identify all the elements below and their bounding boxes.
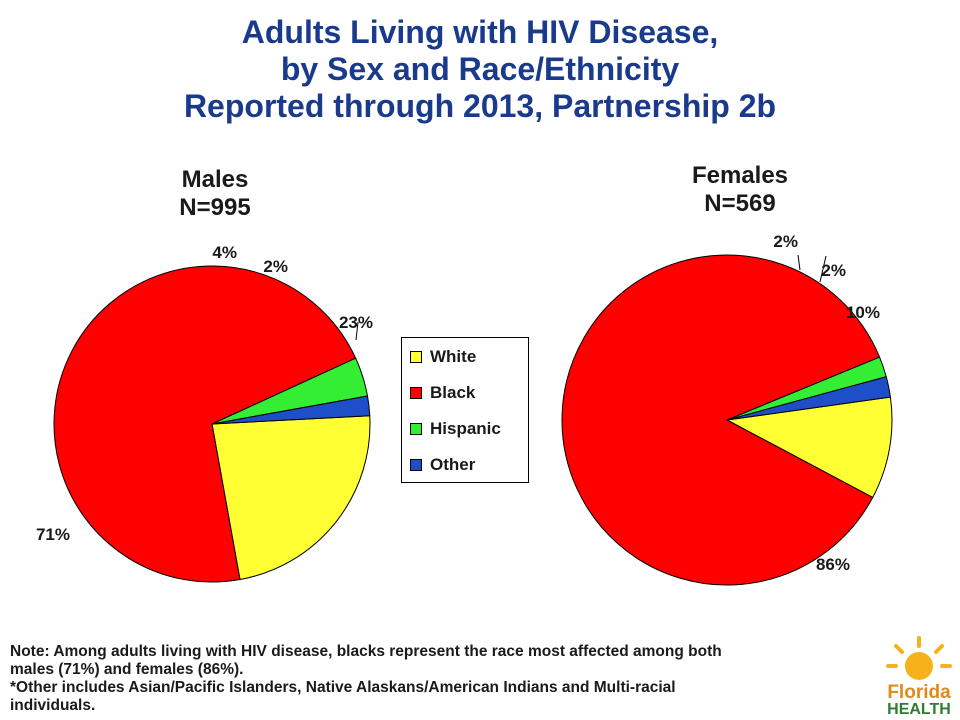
logo-word-health: HEALTH [887,701,951,716]
footnote: Note: Among adults living with HIV disea… [10,643,880,715]
legend-item-white: White [410,346,476,368]
pie-slice-black [53,265,357,583]
legend-label-hispanic: Hispanic [430,419,501,438]
data-label-other: 2% [263,257,288,276]
females-count: N=569 [704,190,776,217]
legend-swatch-black [410,387,422,399]
males-pie: 23% 71% 4% 2% [36,243,373,583]
pie-slice-other [211,395,371,425]
note-line-3: *Other includes Asian/Pacific Islanders,… [10,679,676,696]
leader-line-white [355,321,359,341]
pie-slice-black [561,254,881,586]
sun-icon [886,636,952,680]
title-line-3: Reported through 2013, Partnership 2b [183,88,777,124]
data-label-black: 71% [36,525,70,544]
pie-slice-other [726,376,891,421]
legend-item-other: Other [410,454,475,476]
leader-line-other [819,255,827,283]
females-pie: 10% 86% 2% 2% [561,232,893,586]
pie-slice-white [211,415,371,581]
legend-label-white: White [430,347,477,366]
leader-line-hispanic [797,254,801,271]
legend-item-black: Black [410,382,475,404]
males-heading: Males N=995 [140,166,290,222]
legend-item-hispanic: Hispanic [410,418,501,440]
chart-title: Adults Living with HIV Disease, by Sex a… [0,14,960,125]
females-label: Females [691,162,789,189]
females-heading: Females N=569 [660,162,820,218]
data-label-black: 86% [816,555,850,574]
data-label-white: 23% [339,313,373,332]
title-line-1: Adults Living with HIV Disease, [241,14,719,50]
legend-label-other: Other [430,455,476,474]
florida-health-logo: Florida HEALTH [886,636,952,716]
males-label: Males [181,166,249,193]
note-line-4: individuals. [10,697,96,714]
logo-word-florida: Florida [887,682,951,703]
data-label-other: 2% [821,261,846,280]
title-line-2: by Sex and Race/Ethnicity [280,51,680,87]
legend-swatch-other [410,459,422,471]
legend: White Black Hispanic Other [401,337,529,483]
legend-label-black: Black [430,383,476,402]
data-label-white: 10% [846,303,880,322]
legend-swatch-white [410,351,422,363]
note-line-2: males (71%) and females (86%). [10,661,244,678]
note-line-1: Note: Among adults living with HIV disea… [10,643,722,660]
data-label-hispanic: 4% [212,243,237,262]
pie-slice-white [725,396,893,499]
males-count: N=995 [179,194,251,221]
pie-charts: 23% 71% 4% 2% 10% 86% 2% 2% [36,232,893,586]
legend-swatch-hispanic [410,423,422,435]
data-label-hispanic: 2% [773,232,798,251]
